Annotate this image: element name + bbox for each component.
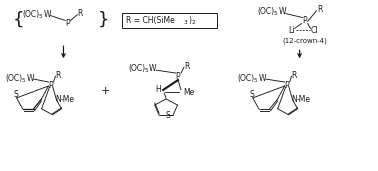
Text: R: R [56,71,61,80]
Text: (OC): (OC) [258,7,275,16]
Text: (OC): (OC) [128,64,146,73]
Text: (OC): (OC) [23,10,40,19]
Text: -Me: -Me [60,95,74,104]
Text: Li: Li [289,26,295,35]
Text: P: P [65,19,70,28]
Text: R: R [318,5,323,14]
Text: {: { [12,11,24,29]
Text: S: S [250,90,254,99]
Text: S: S [14,90,19,99]
Text: S: S [165,110,170,120]
Text: W: W [149,64,156,73]
Text: (OC): (OC) [238,74,255,83]
Text: W: W [26,74,34,83]
Text: W: W [259,74,266,83]
Text: +: + [101,86,110,96]
Text: P: P [284,81,289,89]
Text: 5: 5 [39,14,42,19]
Text: 3: 3 [183,20,187,25]
Text: R: R [77,9,83,18]
Text: P: P [48,81,53,89]
Text: P: P [302,16,307,25]
Text: W: W [43,10,51,19]
Text: 5: 5 [144,68,148,73]
Text: H: H [155,86,161,94]
Text: R = CH(SiMe: R = CH(SiMe [126,16,175,25]
Text: Cl: Cl [311,26,318,35]
Text: N: N [56,95,61,104]
Text: R: R [184,62,189,71]
Text: -Me: -Me [297,95,311,104]
Text: P: P [176,72,180,81]
Text: 5: 5 [22,77,25,83]
Text: N: N [291,95,297,104]
Text: R: R [291,71,297,80]
Text: W: W [279,7,286,16]
Text: Me: Me [183,88,194,97]
Text: (12-crown-4): (12-crown-4) [283,37,327,44]
Text: (OC): (OC) [6,74,23,83]
Text: 5: 5 [274,11,277,16]
Bar [122,13,217,28]
Text: 2: 2 [192,20,196,25]
Text: 5: 5 [254,77,257,83]
Text: }: } [98,11,109,29]
Text: ): ) [188,16,191,25]
